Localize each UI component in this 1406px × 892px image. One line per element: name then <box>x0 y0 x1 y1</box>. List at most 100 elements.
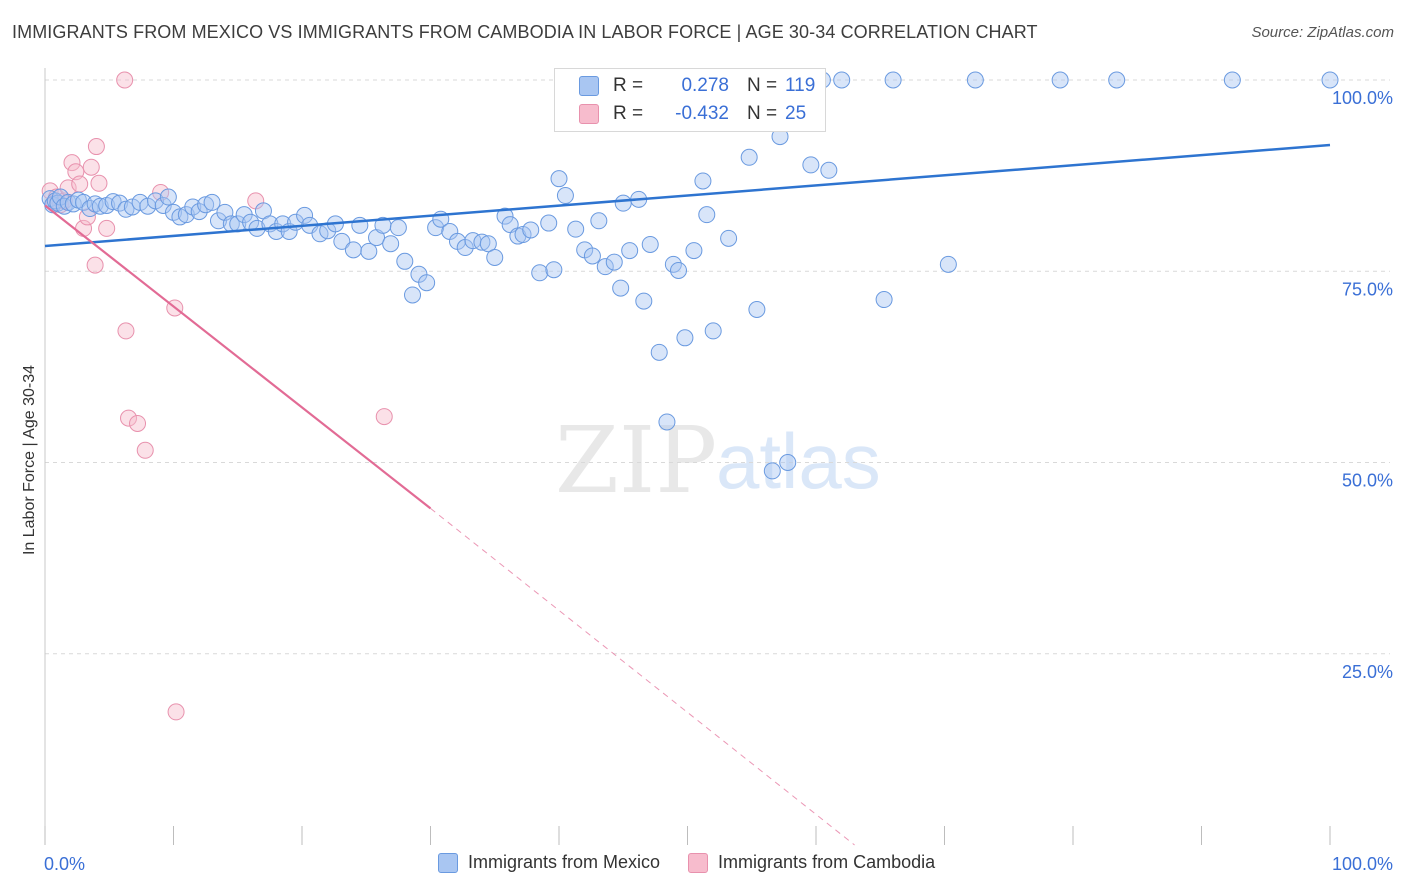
watermark-atlas: atlas <box>716 417 881 505</box>
legend-label-cambodia: Immigrants from Cambodia <box>718 852 936 872</box>
r-value: -0.432 <box>675 103 729 124</box>
mexico-point <box>418 274 436 292</box>
mexico-point <box>104 193 122 211</box>
mexico-point <box>531 264 549 282</box>
mexico-point <box>621 242 639 260</box>
mexico-point <box>382 235 400 253</box>
cambodia-point <box>98 219 116 237</box>
r-label: R = <box>613 103 644 124</box>
trendlines <box>44 143 1331 846</box>
mexico-point <box>833 71 851 89</box>
mexico-point <box>473 233 491 251</box>
mexico-point <box>190 203 208 221</box>
cambodia-point <box>120 409 138 427</box>
cambodia-point <box>375 408 393 426</box>
y-tick-label: 50.0% <box>1342 471 1393 491</box>
mexico-point <box>748 301 766 318</box>
cambodia-point <box>82 158 100 176</box>
mexico-point <box>670 261 688 279</box>
mexico-point <box>567 220 585 238</box>
mexico-point <box>540 214 558 232</box>
mexico-point <box>694 172 712 190</box>
legend-label-mexico: Immigrants from Mexico <box>468 852 661 872</box>
mexico-point <box>117 200 135 218</box>
mexico-point <box>396 252 414 270</box>
mexico-point <box>704 322 722 340</box>
mexico-point <box>1223 71 1241 89</box>
n-label: N = <box>747 75 778 96</box>
mexico-point <box>550 170 568 188</box>
y-tick-label: 75.0% <box>1342 279 1393 299</box>
mexico-point <box>333 232 351 250</box>
cambodia-point <box>136 441 154 459</box>
mexico-point <box>658 413 676 431</box>
x-tick-labels: 0.0% 100.0% <box>44 854 1393 874</box>
series-cambodia <box>41 71 393 721</box>
stats-row-mexico: R = 0.278 N = 119 <box>579 75 815 97</box>
watermark-zip: ZIP <box>555 407 717 514</box>
cambodia-point <box>117 322 135 340</box>
mexico-point <box>427 219 445 237</box>
legend-swatch-mexico <box>438 852 458 873</box>
legend-item-mexico[interactable]: Immigrants from Mexico <box>438 852 660 873</box>
x-tick-label: 0.0% <box>44 854 85 874</box>
mexico-point <box>91 197 109 215</box>
mexico-point <box>676 329 694 347</box>
y-tick-labels: 100.0% 75.0% 50.0% 25.0% <box>1332 88 1393 682</box>
mexico-point <box>171 208 189 226</box>
mexico-point <box>159 188 177 206</box>
r-value: 0.278 <box>681 75 729 96</box>
mexico-point <box>203 193 221 211</box>
n-value: 119 <box>785 75 816 96</box>
mexico-point <box>698 206 716 224</box>
cambodia-point <box>90 174 108 192</box>
mexico-point <box>939 255 957 273</box>
cambodia-point <box>167 703 185 721</box>
mexico-point <box>1108 71 1126 89</box>
mexico-point <box>209 212 227 230</box>
mexico-point <box>1051 71 1069 89</box>
mexico-point <box>884 71 902 89</box>
cambodia-trendline <box>44 204 432 510</box>
series-mexico <box>41 71 1339 480</box>
mexico-point <box>81 200 99 218</box>
mexico-point <box>556 187 574 205</box>
chart-title: IMMIGRANTS FROM MEXICO VS IMMIGRANTS FRO… <box>12 22 1038 42</box>
n-label: N = <box>747 103 778 124</box>
mexico-point <box>479 235 497 253</box>
cambodia-trendline-extension <box>430 508 855 846</box>
mexico-point <box>360 242 378 260</box>
cambodia-point <box>86 256 104 274</box>
mexico-point <box>802 156 820 174</box>
mexico-point <box>966 71 984 89</box>
mexico-point <box>614 194 632 212</box>
n-value: 25 <box>785 103 807 124</box>
mexico-point <box>590 212 608 230</box>
cambodia-swatch <box>579 104 599 124</box>
mexico-swatch <box>579 76 599 96</box>
mexico-point <box>820 161 838 179</box>
mexico-point <box>875 291 893 309</box>
legend-swatch-cambodia <box>688 852 709 873</box>
mexico-point <box>389 219 407 237</box>
mexico-point <box>154 196 172 214</box>
legend-item-cambodia[interactable]: Immigrants from Cambodia <box>688 852 935 873</box>
mexico-point <box>685 242 703 260</box>
mexico-point <box>583 247 601 265</box>
mexico-point <box>612 279 630 297</box>
mexico-point <box>344 241 362 259</box>
mexico-point <box>596 258 614 276</box>
mexico-point <box>197 196 215 214</box>
source-label: Source: ZipAtlas.com <box>1251 24 1394 41</box>
cambodia-point <box>87 138 105 156</box>
cambodia-point <box>63 154 81 172</box>
mexico-point <box>779 454 797 471</box>
cambodia-point <box>71 175 89 193</box>
stats-row-cambodia: R = -0.432 N = 25 <box>579 103 806 125</box>
stats-box: R = 0.278 N = 119 R = -0.432 N = 25 <box>554 68 826 132</box>
mexico-point <box>641 235 659 253</box>
mexico-trendline <box>44 143 1331 248</box>
mexico-point <box>486 248 504 266</box>
cambodia-point <box>129 414 147 432</box>
